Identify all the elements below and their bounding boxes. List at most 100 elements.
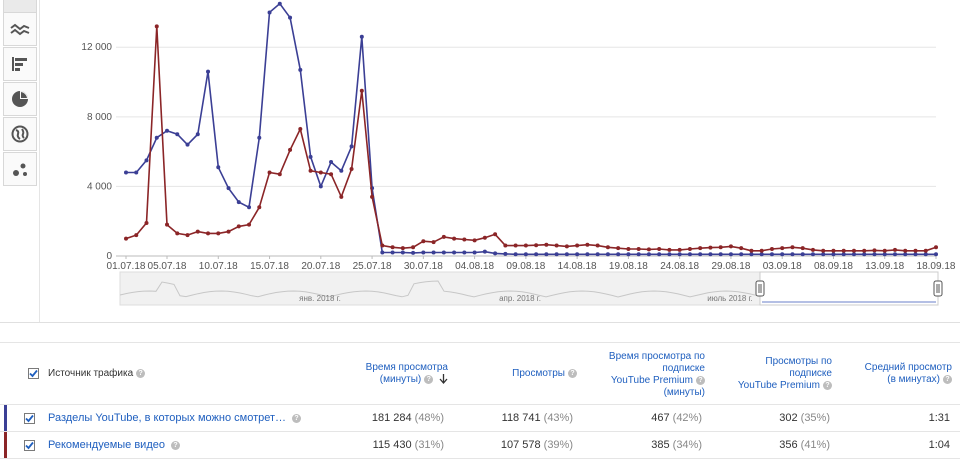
data-point <box>657 252 662 257</box>
map-button[interactable] <box>3 117 37 151</box>
data-point <box>493 251 498 256</box>
data-point <box>329 172 334 177</box>
data-point <box>339 194 344 199</box>
data-point <box>359 34 364 39</box>
data-point <box>544 242 549 247</box>
data-point <box>534 252 539 257</box>
data-point <box>523 243 528 248</box>
data-point <box>380 250 385 255</box>
globe-icon <box>11 125 29 143</box>
help-icon[interactable]: ? <box>823 380 832 390</box>
help-icon[interactable]: ? <box>136 368 146 378</box>
data-point <box>165 128 170 133</box>
data-point <box>605 245 610 250</box>
separator <box>0 322 960 323</box>
data-point <box>810 247 815 252</box>
x-tick-label: 18.09.18 <box>917 261 956 272</box>
help-icon[interactable]: ? <box>943 374 952 384</box>
data-point <box>882 252 887 257</box>
data-point <box>575 243 580 248</box>
pie-chart-icon <box>12 91 28 107</box>
navigator-label: апр. 2018 г. <box>499 294 541 303</box>
views-cell: 107 578 (39%) <box>500 439 573 451</box>
data-point <box>421 239 426 244</box>
header-source[interactable]: Источник трафика? <box>48 368 146 380</box>
data-point <box>605 252 610 257</box>
check-icon <box>25 441 34 450</box>
pie-chart-button[interactable] <box>3 82 37 116</box>
help-icon[interactable]: ? <box>696 375 705 385</box>
x-tick-label: 24.08.18 <box>660 261 699 272</box>
header-views[interactable]: Просмотры? <box>512 368 577 380</box>
header-avg-view[interactable]: Средний просмотр (в минутах)? <box>864 362 952 385</box>
table-row[interactable]: Рекомендуемые видео? 115 430 (31%) 107 5… <box>0 432 960 459</box>
data-point <box>698 246 703 251</box>
bubble-chart-button[interactable] <box>3 152 37 186</box>
data-point <box>646 252 651 257</box>
data-point <box>636 247 641 252</box>
data-point <box>226 229 231 234</box>
bar-chart-button[interactable] <box>3 47 37 81</box>
row-checkbox[interactable] <box>24 440 35 451</box>
help-icon[interactable]: ? <box>170 440 180 450</box>
chart-area: 0 4 000 8 000 12 000 01.07.18 05.07.18 10.07.1… <box>40 0 960 322</box>
data-point <box>872 248 877 253</box>
x-tick-label: 30.07.18 <box>404 261 443 272</box>
data-point <box>667 247 672 252</box>
header-watch-time[interactable]: Время просмотра (минуты)? <box>365 362 448 385</box>
data-point <box>247 222 252 227</box>
navigator-handle[interactable] <box>933 280 943 297</box>
data-point <box>195 229 200 234</box>
data-point <box>288 147 293 152</box>
data-point <box>165 222 170 227</box>
data-point <box>534 243 539 248</box>
data-point <box>226 186 231 191</box>
data-point <box>298 67 303 72</box>
line-chart: 0 4 000 8 000 12 000 01.07.18 05.07.18 10.07.1… <box>81 1 956 306</box>
row-checkbox[interactable] <box>24 413 35 424</box>
help-icon[interactable]: ? <box>292 413 302 423</box>
data-point <box>421 250 426 255</box>
data-point <box>903 248 908 253</box>
data-point <box>595 252 600 257</box>
data-point <box>216 165 221 170</box>
data-point <box>482 249 487 254</box>
data-point <box>236 224 241 229</box>
help-icon[interactable]: ? <box>424 374 434 384</box>
series-color-stripe <box>4 432 7 458</box>
views-cell: 118 741 (43%) <box>501 412 573 424</box>
premium-views-cell: 302 (35%) <box>779 412 830 424</box>
table-row[interactable]: Разделы YouTube, в которых можно смотрет… <box>0 405 960 432</box>
data-point <box>124 170 128 175</box>
data-point <box>862 252 867 257</box>
table-header: Источник трафика? Время просмотра (минут… <box>0 342 960 405</box>
data-point <box>462 250 467 255</box>
data-point <box>400 250 405 255</box>
help-icon[interactable]: ? <box>568 368 577 378</box>
data-point <box>154 135 159 140</box>
data-point <box>175 132 180 137</box>
data-point <box>329 160 334 165</box>
header-premium-watch-time[interactable]: Время просмотра по подписке YouTube Prem… <box>608 351 705 398</box>
series-line-1 <box>125 26 937 252</box>
select-all-checkbox[interactable] <box>28 368 39 379</box>
data-point <box>257 135 262 140</box>
data-point <box>646 247 651 252</box>
traffic-source-link[interactable]: Разделы YouTube, в которых можно смотрет… <box>48 412 302 424</box>
x-tick-label: 19.08.18 <box>609 261 648 272</box>
data-point <box>677 252 682 257</box>
data-point <box>831 248 836 253</box>
navigator-handle[interactable] <box>755 280 765 297</box>
line-chart-button-2[interactable] <box>3 12 37 46</box>
premium-views-cell: 356 (41%) <box>779 439 830 451</box>
x-tick-label: 20.07.18 <box>301 261 340 272</box>
watch-time-cell: 115 430 (31%) <box>372 439 444 451</box>
data-point <box>913 252 918 257</box>
data-point <box>657 247 662 252</box>
avg-view-cell: 1:04 <box>928 439 950 451</box>
x-tick-label: 04.08.18 <box>455 261 494 272</box>
x-tick-label: 09.08.18 <box>506 261 545 272</box>
header-premium-views[interactable]: Просмотры по подписке YouTube Premium? <box>737 356 832 391</box>
data-point <box>769 252 774 257</box>
traffic-source-link[interactable]: Рекомендуемые видео? <box>48 439 180 451</box>
